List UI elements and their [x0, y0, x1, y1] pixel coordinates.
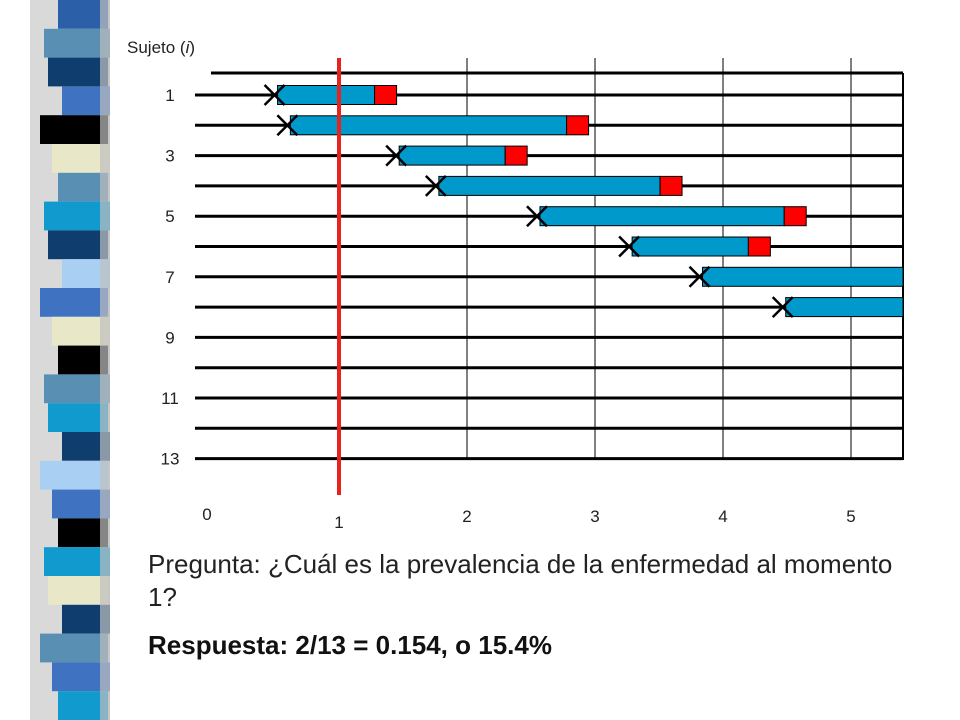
strip-segment	[58, 172, 108, 203]
y-tick-label: 7	[165, 268, 174, 287]
strip-segment	[58, 0, 108, 30]
onset-marker	[263, 84, 286, 106]
disease-bar	[289, 115, 568, 136]
x-tick-label: 5	[846, 507, 855, 526]
answer-text: Respuesta: 2/13 = 0.154, o 15.4%	[148, 630, 552, 660]
strip-segment	[48, 403, 108, 433]
question-text: Pregunta: ¿Cuál es la prevalencia de la …	[148, 549, 893, 612]
onset-marker	[276, 114, 299, 137]
onset-marker	[385, 144, 408, 167]
strip-segment	[40, 633, 108, 663]
disease-bar	[277, 85, 376, 105]
disease-bar	[398, 145, 506, 166]
strip-segment	[44, 374, 110, 404]
strip-segment	[48, 57, 108, 87]
strip-segment	[40, 460, 108, 491]
strip-segment	[58, 518, 108, 548]
x-tick-label: 0	[202, 505, 211, 524]
disease-end-marker	[659, 175, 683, 196]
disease-end-marker	[566, 115, 590, 136]
strip-segment	[48, 230, 108, 260]
strip-segment	[58, 345, 108, 375]
disease-end-marker	[747, 236, 771, 257]
disease-end-marker	[783, 206, 807, 227]
strip-segment	[40, 115, 108, 145]
disease-bar	[785, 297, 904, 318]
strip-segment	[44, 28, 110, 59]
strip-shadow	[100, 0, 110, 720]
onset-marker	[771, 296, 794, 318]
decorative-strip	[30, 0, 110, 720]
y-tick-label: 1	[165, 86, 174, 105]
onset-marker	[618, 235, 641, 258]
strip-segment	[44, 201, 110, 231]
strip-segment	[48, 576, 108, 606]
x-tick-label: 1	[334, 513, 343, 532]
onset-marker	[526, 205, 548, 228]
y-tick-label: 5	[165, 207, 174, 226]
y-tick-label: 9	[165, 328, 174, 347]
onset-marker	[424, 175, 447, 197]
disease-end-marker	[504, 145, 528, 166]
disease-bar	[631, 236, 749, 257]
strip-segment	[44, 547, 110, 577]
x-tick-label: 2	[462, 507, 471, 526]
disease-bar	[702, 266, 904, 287]
y-tick-label: 3	[165, 147, 174, 166]
strip-segment	[58, 691, 108, 720]
disease-end-marker	[374, 85, 398, 105]
disease-bar	[539, 206, 785, 227]
strip-segment	[40, 288, 108, 318]
x-tick-label: 4	[718, 507, 727, 526]
x-tick-label: 3	[590, 507, 599, 526]
y-tick-label: 11	[161, 389, 179, 408]
onset-marker	[688, 265, 711, 288]
disease-bar	[438, 175, 661, 196]
y-axis-title: Sujeto (i)	[127, 38, 195, 57]
y-tick-label: 13	[161, 450, 180, 469]
